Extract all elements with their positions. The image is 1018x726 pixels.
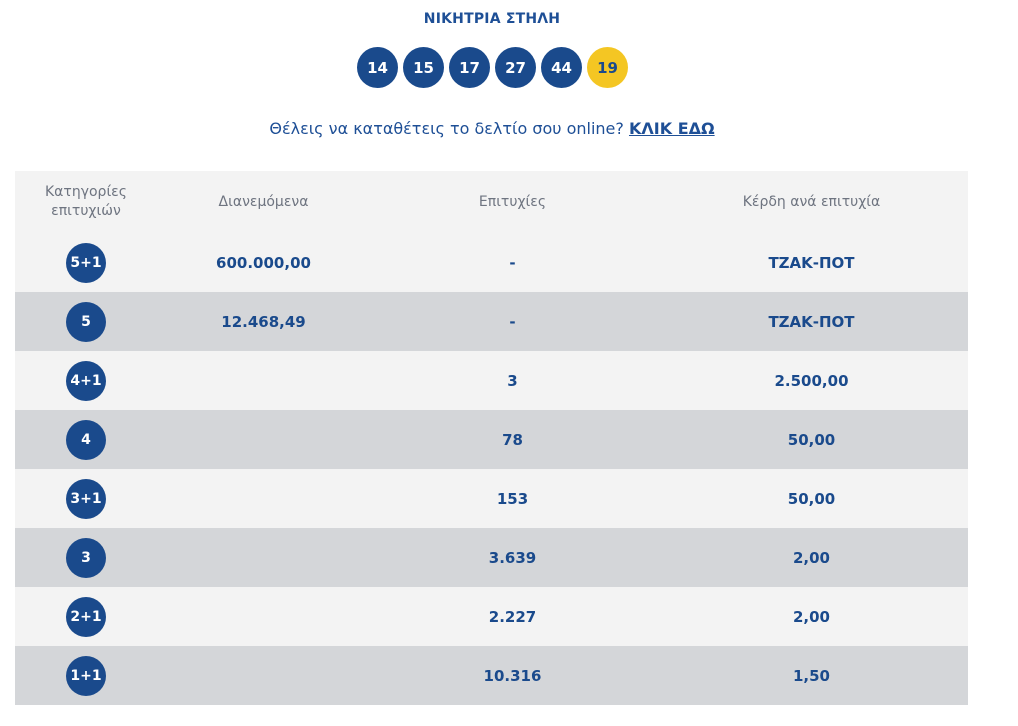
category-ball: 2+1 bbox=[66, 596, 106, 637]
category-ball: 4+1 bbox=[66, 360, 106, 401]
header-category-line2: επιτυχιών bbox=[51, 203, 121, 219]
category-ball: 1+1 bbox=[66, 655, 106, 696]
number-ball: 15 bbox=[403, 47, 444, 88]
table-row: 4 78 50,00 bbox=[15, 410, 968, 469]
winners-cell: 3 bbox=[507, 371, 518, 390]
winners-cell: 2.227 bbox=[488, 607, 537, 626]
table-row: 5+1 600.000,00 - ΤΖΑΚ-ΠΟΤ bbox=[15, 233, 968, 292]
prize-cell: 2,00 bbox=[792, 548, 830, 567]
category-ball: 5+1 bbox=[66, 242, 106, 283]
promo-line: Θέλεις να καταθέτεις το δελτίο σου onlin… bbox=[0, 119, 984, 138]
category-ball: 3 bbox=[66, 537, 106, 578]
table-row: 5 12.468,49 - ΤΖΑΚ-ΠΟΤ bbox=[15, 292, 968, 351]
winners-cell: - bbox=[509, 312, 516, 331]
winners-cell: 153 bbox=[496, 489, 529, 508]
header-category-line1: Κατηγορίες bbox=[45, 184, 127, 200]
number-ball: 14 bbox=[357, 47, 398, 88]
header-winners: Επιτυχίες bbox=[478, 193, 547, 210]
number-ball: 44 bbox=[541, 47, 582, 88]
header-prize: Κέρδη ανά επιτυχία bbox=[742, 193, 881, 210]
table-row: 1+1 10.316 1,50 bbox=[15, 646, 968, 705]
prize-cell: ΤΖΑΚ-ΠΟΤ bbox=[768, 312, 855, 331]
header-distributed: Διανεμόμενα bbox=[218, 193, 309, 210]
promo-link[interactable]: ΚΛΙΚ ΕΔΩ bbox=[628, 119, 715, 138]
prize-cell: 2,00 bbox=[792, 607, 830, 626]
winners-cell: 78 bbox=[502, 430, 523, 449]
promo-text: Θέλεις να καταθέτεις το δελτίο σου onlin… bbox=[269, 119, 624, 138]
table-row: 3 3.639 2,00 bbox=[15, 528, 968, 587]
results-table: Κατηγορίες επιτυχιών Διανεμόμενα Επιτυχί… bbox=[15, 171, 968, 705]
prize-cell: 1,50 bbox=[792, 666, 830, 685]
winners-cell: 10.316 bbox=[483, 666, 542, 685]
winning-column-title: ΝΙΚΗΤΡΙΑ ΣΤΗΛΗ bbox=[423, 11, 561, 27]
winners-cell: - bbox=[509, 253, 516, 272]
category-ball: 3+1 bbox=[66, 478, 106, 519]
prize-cell: ΤΖΑΚ-ΠΟΤ bbox=[768, 253, 855, 272]
winners-cell: 3.639 bbox=[488, 548, 537, 567]
category-ball: 5 bbox=[66, 301, 106, 342]
table-row: 3+1 153 50,00 bbox=[15, 469, 968, 528]
distributed-cell: 12.468,49 bbox=[221, 312, 306, 331]
table-row: 2+1 2.227 2,00 bbox=[15, 587, 968, 646]
prize-cell: 50,00 bbox=[787, 489, 836, 508]
winning-numbers: 14 15 17 27 44 19 bbox=[357, 47, 628, 88]
table-row: 4+1 3 2.500,00 bbox=[15, 351, 968, 410]
prize-cell: 2.500,00 bbox=[774, 371, 849, 390]
header-category: Κατηγορίες επιτυχιών bbox=[15, 183, 157, 221]
number-ball: 27 bbox=[495, 47, 536, 88]
category-ball: 4 bbox=[66, 419, 106, 460]
joker-ball: 19 bbox=[587, 47, 628, 88]
number-ball: 17 bbox=[449, 47, 490, 88]
table-header: Κατηγορίες επιτυχιών Διανεμόμενα Επιτυχί… bbox=[15, 171, 968, 233]
prize-cell: 50,00 bbox=[787, 430, 836, 449]
distributed-cell: 600.000,00 bbox=[216, 253, 311, 272]
